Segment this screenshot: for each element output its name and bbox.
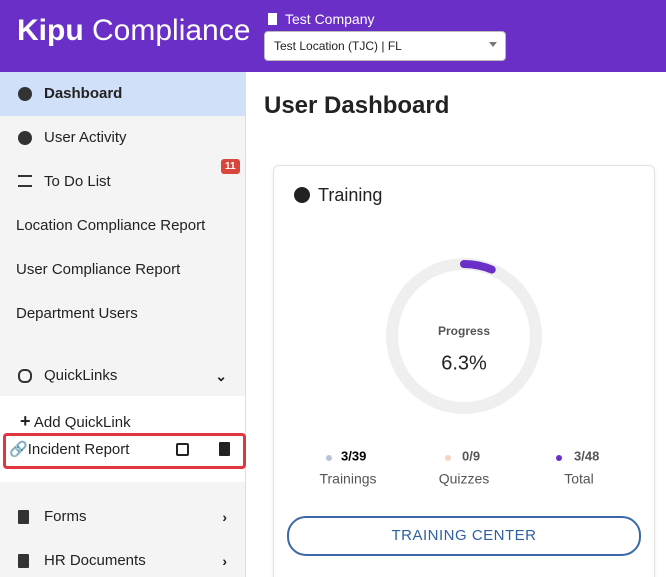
nav-label: User Activity	[44, 129, 127, 146]
nav-item[interactable]: Department Users	[0, 292, 245, 336]
icon	[18, 369, 32, 383]
nav-label: To Do List	[44, 173, 111, 190]
stat-value: 3/48	[574, 448, 599, 463]
add-quicklink[interactable]: + Add QuickLink	[20, 411, 131, 431]
nav-item[interactable]: To Do List 11	[0, 159, 245, 204]
stat-value: 3/39	[341, 448, 366, 463]
nav-label: Dashboard	[44, 85, 123, 102]
training-center-button[interactable]: TRAINING CENTER	[287, 516, 641, 556]
stat-label: Trainings	[319, 471, 376, 487]
quicklinks-toggle[interactable]: QuickLinks ⌄	[0, 354, 245, 398]
select-arrow	[489, 42, 497, 47]
icon	[18, 510, 29, 524]
top-bar: Kipu Compliance Test Company Test Locati…	[0, 0, 666, 72]
location-select[interactable]: Test Location (TJC) | FL	[264, 31, 506, 61]
progress-label: Progress	[438, 324, 490, 338]
quicklinks-list: + Add QuickLink 🔗Incident Report	[0, 396, 246, 482]
edit-icon[interactable]	[176, 443, 189, 456]
nav-label: User Compliance Report	[16, 261, 181, 278]
icon	[18, 554, 29, 568]
nav-label: Forms	[44, 508, 87, 525]
progress-arc	[460, 260, 496, 274]
training-card: Training Progress 6.3% 3/39 Trainings 0/…	[273, 165, 655, 577]
dot	[326, 455, 332, 461]
badge-icon	[294, 187, 310, 203]
sidebar: Dashboard User Activity To Do List 11 Lo…	[0, 72, 246, 577]
delete-icon[interactable]	[219, 442, 230, 456]
dot	[445, 455, 451, 461]
chevron: ›	[222, 553, 227, 569]
chevron: ›	[222, 509, 227, 525]
quicklink-label: Incident Report	[27, 441, 130, 458]
stat-label: Quizzes	[439, 471, 490, 487]
nav-item[interactable]: User Activity	[0, 116, 245, 160]
icon	[18, 87, 32, 101]
quicklinks-title: QuickLinks	[44, 367, 118, 384]
logo[interactable]: Kipu Compliance	[17, 14, 250, 48]
nav-item[interactable]: Location Compliance Report	[0, 204, 245, 248]
logo-bold: Kipu	[17, 14, 84, 47]
nav-item[interactable]: Forms ›	[0, 495, 245, 539]
progress-value: 6.3%	[441, 352, 487, 374]
nav-item[interactable]: Dashboard	[0, 72, 245, 116]
quicklink[interactable]: 🔗Incident Report	[9, 441, 130, 458]
company-name: Test Company	[285, 11, 375, 27]
building-icon	[268, 13, 277, 25]
nav-item[interactable]: User Compliance Report	[0, 248, 245, 292]
icon	[18, 131, 32, 145]
chevron: ⌄	[215, 368, 227, 384]
badge: 11	[221, 159, 240, 174]
logo-light: Compliance	[92, 14, 251, 47]
icon	[18, 175, 32, 187]
dot	[556, 455, 562, 461]
select-text: Test Location (TJC) | FL	[274, 39, 402, 53]
stat-value: 0/9	[462, 448, 480, 463]
nav-label: Location Compliance Report	[16, 217, 206, 234]
stat-label: Total	[564, 471, 594, 487]
progress-chart: Progress 6.3% 3/39 Trainings 0/9 Quizzes…	[319, 258, 599, 487]
add-label: Add QuickLink	[33, 414, 131, 431]
card-title: Training	[318, 185, 383, 205]
nav-item[interactable]: HR Documents ›	[0, 539, 245, 577]
nav-label: Department Users	[16, 305, 138, 322]
highlight-box: 🔗Incident Report	[3, 433, 246, 469]
page-title: User Dashboard	[264, 92, 450, 119]
nav-label: HR Documents	[44, 552, 146, 569]
